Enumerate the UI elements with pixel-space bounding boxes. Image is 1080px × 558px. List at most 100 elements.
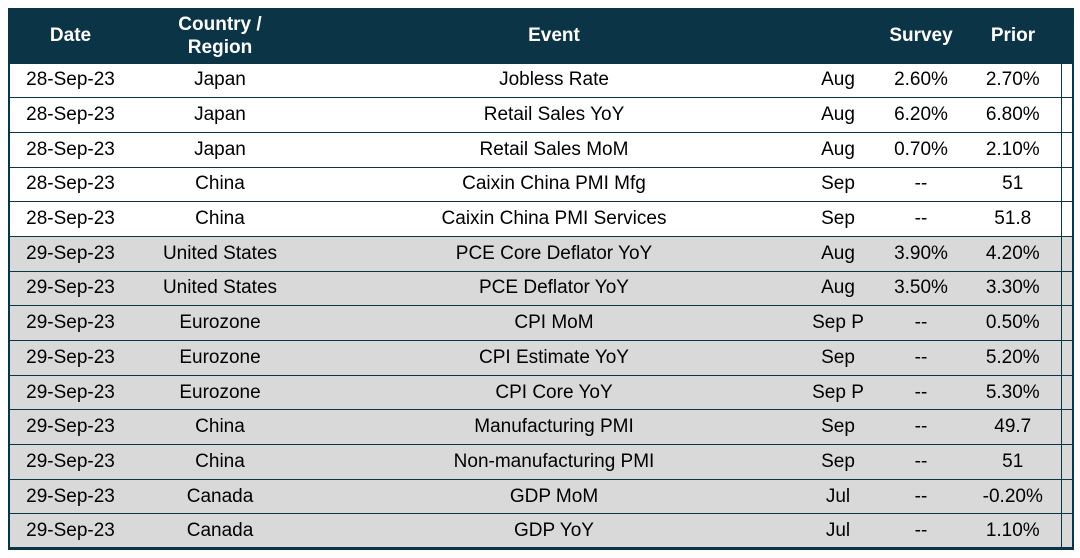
- cell-event: Manufacturing PMI: [309, 409, 799, 446]
- cell-event: CPI Core YoY: [309, 374, 799, 411]
- cell-date: 28-Sep-23: [9, 97, 131, 133]
- cell-date: 29-Sep-23: [9, 478, 131, 515]
- table-row: 29-Sep-23 Canada GDP YoY Jul -- 1.10%: [9, 513, 1073, 550]
- table-row: 29-Sep-23 Canada GDP MoM Jul -- -0.20%: [9, 478, 1073, 515]
- cell-survey: --: [877, 513, 965, 550]
- cell-date: 28-Sep-23: [9, 131, 131, 168]
- cell-date: 29-Sep-23: [9, 513, 131, 550]
- cell-period: Sep P: [799, 374, 877, 411]
- cell-sliver: [1060, 513, 1073, 550]
- table-row: 29-Sep-23 China Non-manufacturing PMI Se…: [9, 444, 1073, 480]
- cell-survey: 2.60%: [877, 62, 965, 99]
- cell-prior: 51.8: [965, 201, 1061, 237]
- cell-sliver: [1060, 305, 1073, 341]
- cell-period: Aug: [799, 235, 877, 272]
- cell-date: 29-Sep-23: [9, 444, 131, 480]
- cell-period: Aug: [799, 131, 877, 168]
- cell-country-region: China: [131, 444, 309, 480]
- cell-country-region: Canada: [131, 513, 309, 550]
- cell-period: Aug: [799, 270, 877, 307]
- cell-period: Aug: [799, 62, 877, 99]
- cell-survey: 3.50%: [877, 270, 965, 307]
- cell-survey: --: [877, 166, 965, 203]
- cell-prior: 51: [965, 166, 1061, 203]
- cell-period: Sep: [799, 340, 877, 376]
- cell-prior: 6.80%: [965, 97, 1061, 133]
- cell-event: PCE Deflator YoY: [309, 270, 799, 307]
- cell-prior: 4.20%: [965, 235, 1061, 272]
- cell-sliver: [1060, 270, 1073, 307]
- cell-country-region: Eurozone: [131, 340, 309, 376]
- cell-sliver: [1060, 340, 1073, 376]
- cell-sliver: [1060, 374, 1073, 411]
- header-sliver: [1061, 9, 1073, 63]
- cell-event: Retail Sales YoY: [309, 97, 799, 133]
- cell-period: Jul: [799, 478, 877, 515]
- cell-period: Aug: [799, 97, 877, 133]
- cell-sliver: [1060, 409, 1073, 446]
- cell-country-region: Eurozone: [131, 305, 309, 341]
- cell-date: 29-Sep-23: [9, 374, 131, 411]
- table-row: 28-Sep-23 Japan Retail Sales YoY Aug 6.2…: [9, 97, 1073, 133]
- cell-date: 29-Sep-23: [9, 235, 131, 272]
- cell-survey: 3.90%: [877, 235, 965, 272]
- cell-country-region: Japan: [131, 97, 309, 133]
- economic-calendar-table: Date Country / Region Event Survey Prior…: [8, 8, 1074, 551]
- cell-prior: 3.30%: [965, 270, 1061, 307]
- cell-prior: 1.10%: [965, 513, 1061, 550]
- cell-period: Sep: [799, 444, 877, 480]
- header-row: Date Country / Region Event Survey Prior: [9, 9, 1073, 63]
- table-row: 28-Sep-23 China Caixin China PMI Mfg Sep…: [9, 166, 1073, 203]
- cell-survey: --: [877, 201, 965, 237]
- cell-sliver: [1060, 131, 1073, 168]
- cell-country-region: China: [131, 201, 309, 237]
- cell-prior: 49.7: [965, 409, 1061, 446]
- cell-survey: 0.70%: [877, 131, 965, 168]
- cell-country-region: Eurozone: [131, 374, 309, 411]
- cell-sliver: [1060, 444, 1073, 480]
- header-period: [799, 9, 877, 63]
- cell-event: Caixin China PMI Services: [309, 201, 799, 237]
- cell-event: GDP YoY: [309, 513, 799, 550]
- cell-survey: --: [877, 444, 965, 480]
- cell-survey: --: [877, 478, 965, 515]
- header-prior: Prior: [965, 9, 1061, 63]
- cell-event: Non-manufacturing PMI: [309, 444, 799, 480]
- cell-period: Sep: [799, 201, 877, 237]
- cell-survey: --: [877, 340, 965, 376]
- cell-date: 29-Sep-23: [9, 340, 131, 376]
- cell-country-region: United States: [131, 235, 309, 272]
- cell-prior: 5.20%: [965, 340, 1061, 376]
- cell-sliver: [1060, 235, 1073, 272]
- cell-date: 29-Sep-23: [9, 270, 131, 307]
- table-row: 29-Sep-23 Eurozone CPI Estimate YoY Sep …: [9, 340, 1073, 376]
- cell-event: PCE Core Deflator YoY: [309, 235, 799, 272]
- cell-prior: 2.70%: [965, 62, 1061, 99]
- cell-period: Jul: [799, 513, 877, 550]
- cell-period: Sep P: [799, 305, 877, 341]
- table-row: 29-Sep-23 Eurozone CPI Core YoY Sep P --…: [9, 374, 1073, 411]
- cell-country-region: United States: [131, 270, 309, 307]
- cell-country-region: Japan: [131, 62, 309, 99]
- cell-survey: --: [877, 305, 965, 341]
- cell-date: 29-Sep-23: [9, 409, 131, 446]
- cell-country-region: Canada: [131, 478, 309, 515]
- cell-event: Jobless Rate: [309, 62, 799, 99]
- cell-country-region: China: [131, 409, 309, 446]
- cell-sliver: [1060, 478, 1073, 515]
- cell-country-region: China: [131, 166, 309, 203]
- cell-sliver: [1060, 201, 1073, 237]
- header-survey: Survey: [877, 9, 965, 63]
- table-row: 29-Sep-23 United States PCE Core Deflato…: [9, 235, 1073, 272]
- cell-event: CPI MoM: [309, 305, 799, 341]
- cell-event: Retail Sales MoM: [309, 131, 799, 168]
- cell-sliver: [1060, 97, 1073, 133]
- header-date: Date: [9, 9, 131, 63]
- cell-country-region: Japan: [131, 131, 309, 168]
- cell-survey: --: [877, 409, 965, 446]
- table-row: 29-Sep-23 China Manufacturing PMI Sep --…: [9, 409, 1073, 446]
- table-row: 28-Sep-23 China Caixin China PMI Service…: [9, 201, 1073, 237]
- table-header: Date Country / Region Event Survey Prior: [9, 9, 1073, 63]
- cell-prior: 51: [965, 444, 1061, 480]
